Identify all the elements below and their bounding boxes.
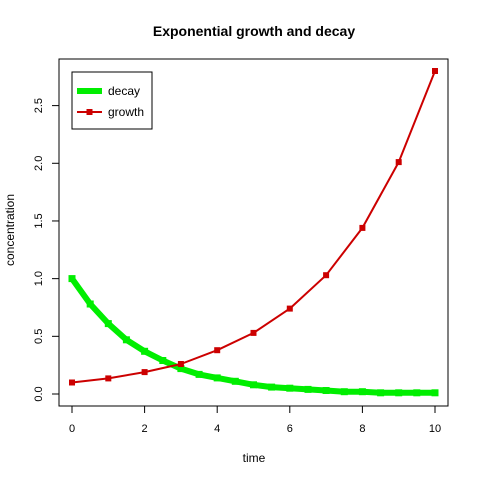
legend-label-decay: decay	[108, 84, 140, 98]
data-point-growth	[287, 306, 293, 312]
data-point-decay	[87, 301, 94, 308]
y-tick-label: 2.5	[33, 98, 45, 113]
data-point-decay	[268, 384, 275, 391]
legend-marker-growth	[87, 109, 93, 115]
data-point-decay	[123, 336, 130, 343]
data-point-growth	[142, 369, 148, 375]
legend-label-growth: growth	[108, 105, 144, 119]
x-tick-label: 2	[142, 423, 148, 435]
data-point-decay	[432, 389, 439, 396]
y-tick-label: 0.0	[33, 386, 45, 401]
legend-marker-decay	[87, 88, 93, 94]
y-tick-label: 0.5	[33, 329, 45, 344]
data-point-decay	[69, 275, 76, 282]
data-point-growth	[323, 272, 329, 278]
data-point-growth	[359, 225, 365, 231]
data-point-decay	[323, 387, 330, 394]
data-point-decay	[141, 348, 148, 355]
data-point-growth	[214, 347, 220, 353]
data-point-growth	[396, 159, 402, 165]
x-tick-label: 0	[69, 423, 75, 435]
legend-box	[72, 72, 152, 129]
data-point-decay	[341, 388, 348, 395]
x-tick-label: 6	[287, 423, 293, 435]
chart-title: Exponential growth and decay	[153, 23, 355, 39]
data-point-decay	[359, 388, 366, 395]
x-tick-label: 4	[214, 423, 220, 435]
x-tick-label: 10	[429, 423, 441, 435]
x-tick-label: 8	[359, 423, 365, 435]
y-tick-label: 1.5	[33, 213, 45, 228]
data-point-decay	[413, 389, 420, 396]
data-point-growth	[105, 375, 111, 381]
y-tick-label: 2.0	[33, 156, 45, 171]
data-point-growth	[251, 330, 257, 336]
data-point-decay	[105, 320, 112, 327]
data-point-decay	[377, 389, 384, 396]
x-axis-label: time	[243, 451, 266, 465]
y-axis-label: concentration	[3, 194, 17, 266]
legend: decay growth	[72, 72, 152, 129]
data-point-decay	[214, 374, 221, 381]
data-point-decay	[395, 389, 402, 396]
data-point-growth	[178, 361, 184, 367]
data-point-growth	[432, 68, 438, 74]
data-point-decay	[159, 357, 166, 364]
data-point-decay	[250, 381, 257, 388]
data-point-decay	[232, 378, 239, 385]
y-tick-label: 1.0	[33, 271, 45, 286]
data-point-decay	[286, 385, 293, 392]
data-point-decay	[305, 386, 312, 393]
data-point-growth	[69, 380, 75, 386]
data-point-decay	[196, 371, 203, 378]
